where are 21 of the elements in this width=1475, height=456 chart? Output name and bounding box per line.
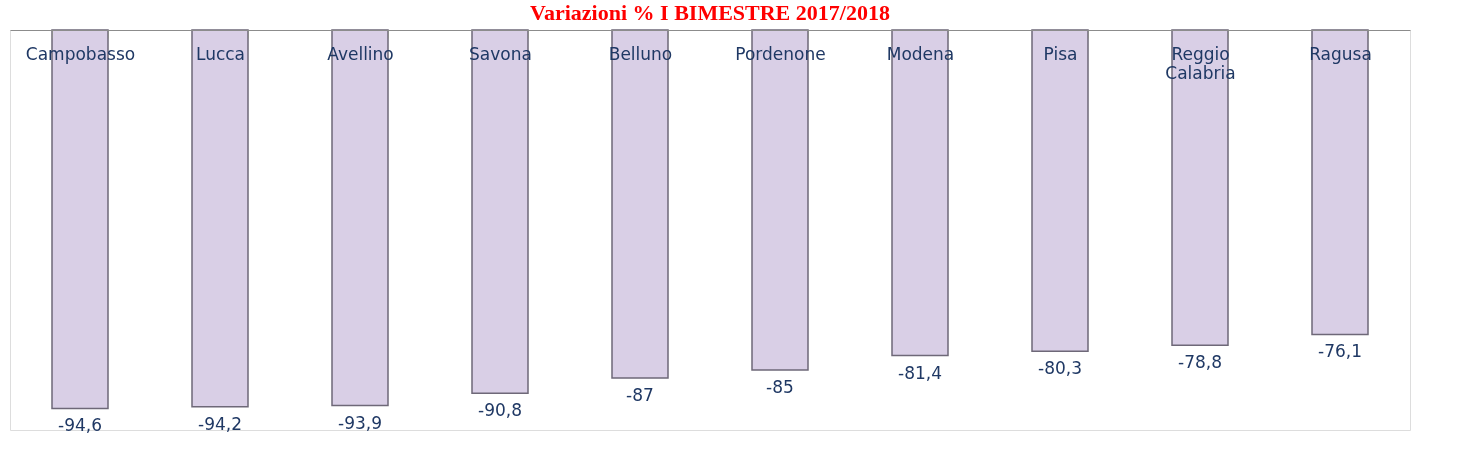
data-label: -90,8 xyxy=(478,400,522,421)
chart-title: Variazioni % I BIMESTRE 2017/2018 xyxy=(530,0,890,26)
data-label: -76,1 xyxy=(1318,341,1362,362)
x-tick-label: Avellino xyxy=(327,43,394,64)
x-tick-label: Reggio Calabria xyxy=(1165,43,1236,83)
x-tick-label: Savona xyxy=(469,43,532,64)
x-tick-label: Campobasso xyxy=(25,43,136,64)
x-tick-label: Ragusa xyxy=(1309,43,1372,64)
data-label: -87 xyxy=(626,385,654,405)
data-label: -81,4 xyxy=(898,362,942,383)
data-label: -80,3 xyxy=(1038,358,1082,379)
data-label: -78,8 xyxy=(1178,352,1222,373)
data-label: -93,9 xyxy=(338,412,382,433)
x-tick-label: Pisa xyxy=(1043,43,1078,64)
x-tick-label: Lucca xyxy=(195,43,246,64)
x-tick-label: Belluno xyxy=(608,43,673,64)
x-tick-label: Modena xyxy=(886,43,955,64)
x-tick-label: Pordenone xyxy=(735,43,826,64)
data-label: -94,2 xyxy=(198,413,242,434)
data-label: -94,6 xyxy=(58,415,102,436)
data-label: -85 xyxy=(766,377,794,397)
